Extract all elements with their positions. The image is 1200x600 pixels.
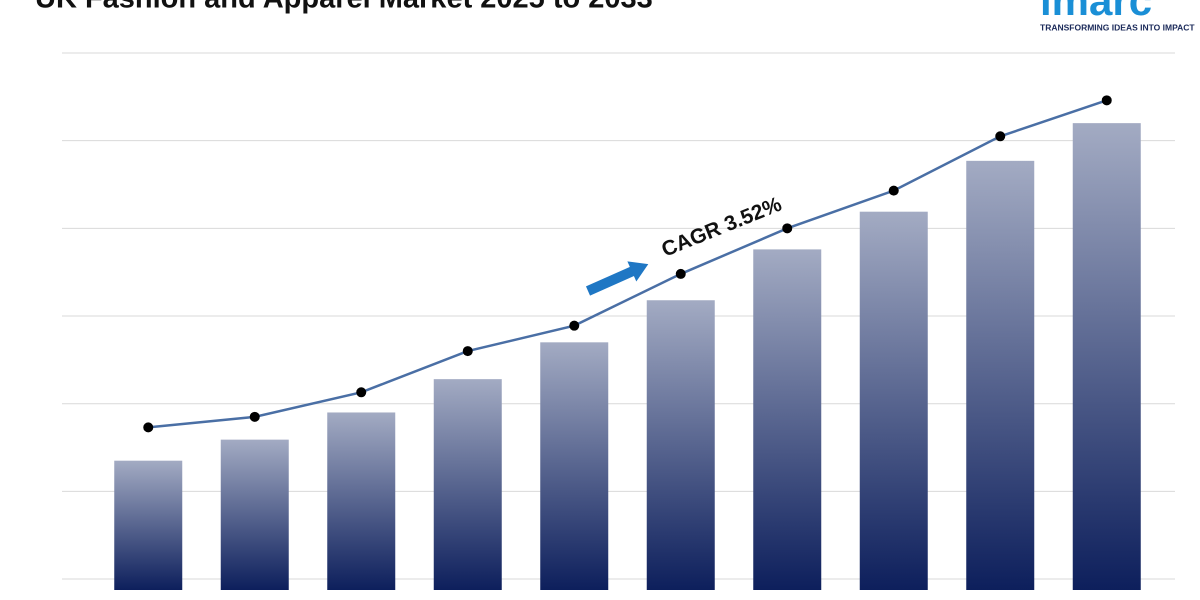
bar — [327, 412, 396, 590]
bar — [859, 211, 928, 591]
line-point — [356, 387, 367, 398]
bar — [753, 249, 822, 591]
logo-tagline: TRANSFORMING IDEAS INTO IMPACT — [1040, 22, 1195, 32]
line-point — [462, 346, 473, 357]
line — [148, 99, 1108, 429]
bar — [220, 439, 289, 590]
line-point — [143, 422, 154, 433]
line-point — [888, 185, 899, 196]
chart-title: UK Fashion and Apparel Market 2025 to 20… — [35, 0, 653, 15]
logo-name: imarc — [1040, 0, 1152, 24]
line-point — [1101, 95, 1112, 106]
line-point — [995, 131, 1006, 142]
bar — [114, 460, 183, 590]
bar — [646, 300, 715, 590]
line-point — [249, 411, 260, 422]
line-point — [569, 320, 580, 331]
bar — [540, 342, 609, 590]
bar — [966, 160, 1035, 590]
line-point — [675, 268, 686, 279]
bar — [433, 379, 502, 590]
bar — [1072, 123, 1141, 590]
line-point — [782, 223, 793, 234]
cagr-arrow — [585, 261, 649, 296]
